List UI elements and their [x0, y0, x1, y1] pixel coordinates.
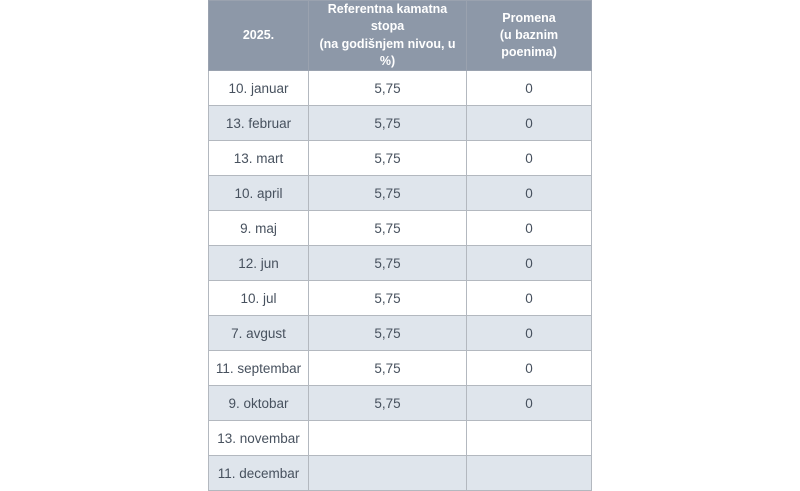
table-row: 13. februar 5,75 0: [208, 105, 592, 141]
rate-cell: [308, 455, 467, 491]
table-row: 10. januar 5,75 0: [208, 70, 592, 106]
rate-cell: 5,75: [308, 280, 467, 316]
header-change-cell: Promena (u baznim poenima): [466, 0, 592, 71]
interest-rate-table-container: 2025. Referentna kamatna stopa (na godiš…: [208, 0, 592, 491]
table-row: 7. avgust 5,75 0: [208, 315, 592, 351]
table-row: 13. novembar: [208, 420, 592, 456]
table-row: 11. decembar: [208, 455, 592, 491]
rate-cell: 5,75: [308, 315, 467, 351]
rate-cell: 5,75: [308, 210, 467, 246]
rate-cell: 5,75: [308, 350, 467, 386]
header-row: 2025. Referentna kamatna stopa (na godiš…: [208, 0, 592, 71]
header-rate-label-line2: stopa: [370, 19, 405, 34]
change-cell: 0: [466, 350, 592, 386]
rate-cell: 5,75: [308, 385, 467, 421]
change-cell: 0: [466, 70, 592, 106]
table-row: 10. april 5,75 0: [208, 175, 592, 211]
rate-cell: 5,75: [308, 245, 467, 281]
change-cell: [466, 420, 592, 456]
table-row: 10. jul 5,75 0: [208, 280, 592, 316]
header-rate-label-line1: Referentna kamatna: [327, 2, 448, 16]
table-row: 9. maj 5,75 0: [208, 210, 592, 246]
table-header: 2025. Referentna kamatna stopa (na godiš…: [208, 0, 592, 71]
change-cell: 0: [466, 175, 592, 211]
date-cell: 11. decembar: [208, 455, 309, 491]
header-change-label-line2: (u baznim poenima): [499, 27, 559, 60]
table-row: 9. oktobar 5,75 0: [208, 385, 592, 421]
rate-cell: 5,75: [308, 70, 467, 106]
rate-cell: [308, 420, 467, 456]
header-rate-cell: Referentna kamatna stopa (na godišnjem n…: [308, 0, 467, 71]
date-cell: 11. septembar: [208, 350, 309, 386]
rate-cell: 5,75: [308, 105, 467, 141]
date-cell: 13. novembar: [208, 420, 309, 456]
date-cell: 7. avgust: [208, 315, 309, 351]
rate-cell: 5,75: [308, 175, 467, 211]
header-year-cell: 2025.: [208, 0, 309, 71]
change-cell: 0: [466, 140, 592, 176]
change-cell: [466, 455, 592, 491]
interest-rate-table: 2025. Referentna kamatna stopa (na godiš…: [208, 0, 592, 491]
date-cell: 10. april: [208, 175, 309, 211]
table-row: 11. septembar 5,75 0: [208, 350, 592, 386]
date-cell: 12. jun: [208, 245, 309, 281]
change-cell: 0: [466, 245, 592, 281]
date-cell: 10. jul: [208, 280, 309, 316]
change-cell: 0: [466, 105, 592, 141]
change-cell: 0: [466, 385, 592, 421]
table-row: 13. mart 5,75 0: [208, 140, 592, 176]
change-cell: 0: [466, 315, 592, 351]
header-rate-label-line3: (na godišnjem nivou, u %): [319, 36, 456, 68]
change-cell: 0: [466, 210, 592, 246]
table-body: 10. januar 5,75 0 13. februar 5,75 0 13.…: [208, 70, 592, 491]
date-cell: 9. oktobar: [208, 385, 309, 421]
table-row: 12. jun 5,75 0: [208, 245, 592, 281]
date-cell: 10. januar: [208, 70, 309, 106]
date-cell: 13. februar: [208, 105, 309, 141]
date-cell: 13. mart: [208, 140, 309, 176]
change-cell: 0: [466, 280, 592, 316]
header-year-label: 2025.: [242, 27, 275, 42]
rate-cell: 5,75: [308, 140, 467, 176]
date-cell: 9. maj: [208, 210, 309, 246]
header-change-label-line1: Promena: [502, 10, 556, 25]
